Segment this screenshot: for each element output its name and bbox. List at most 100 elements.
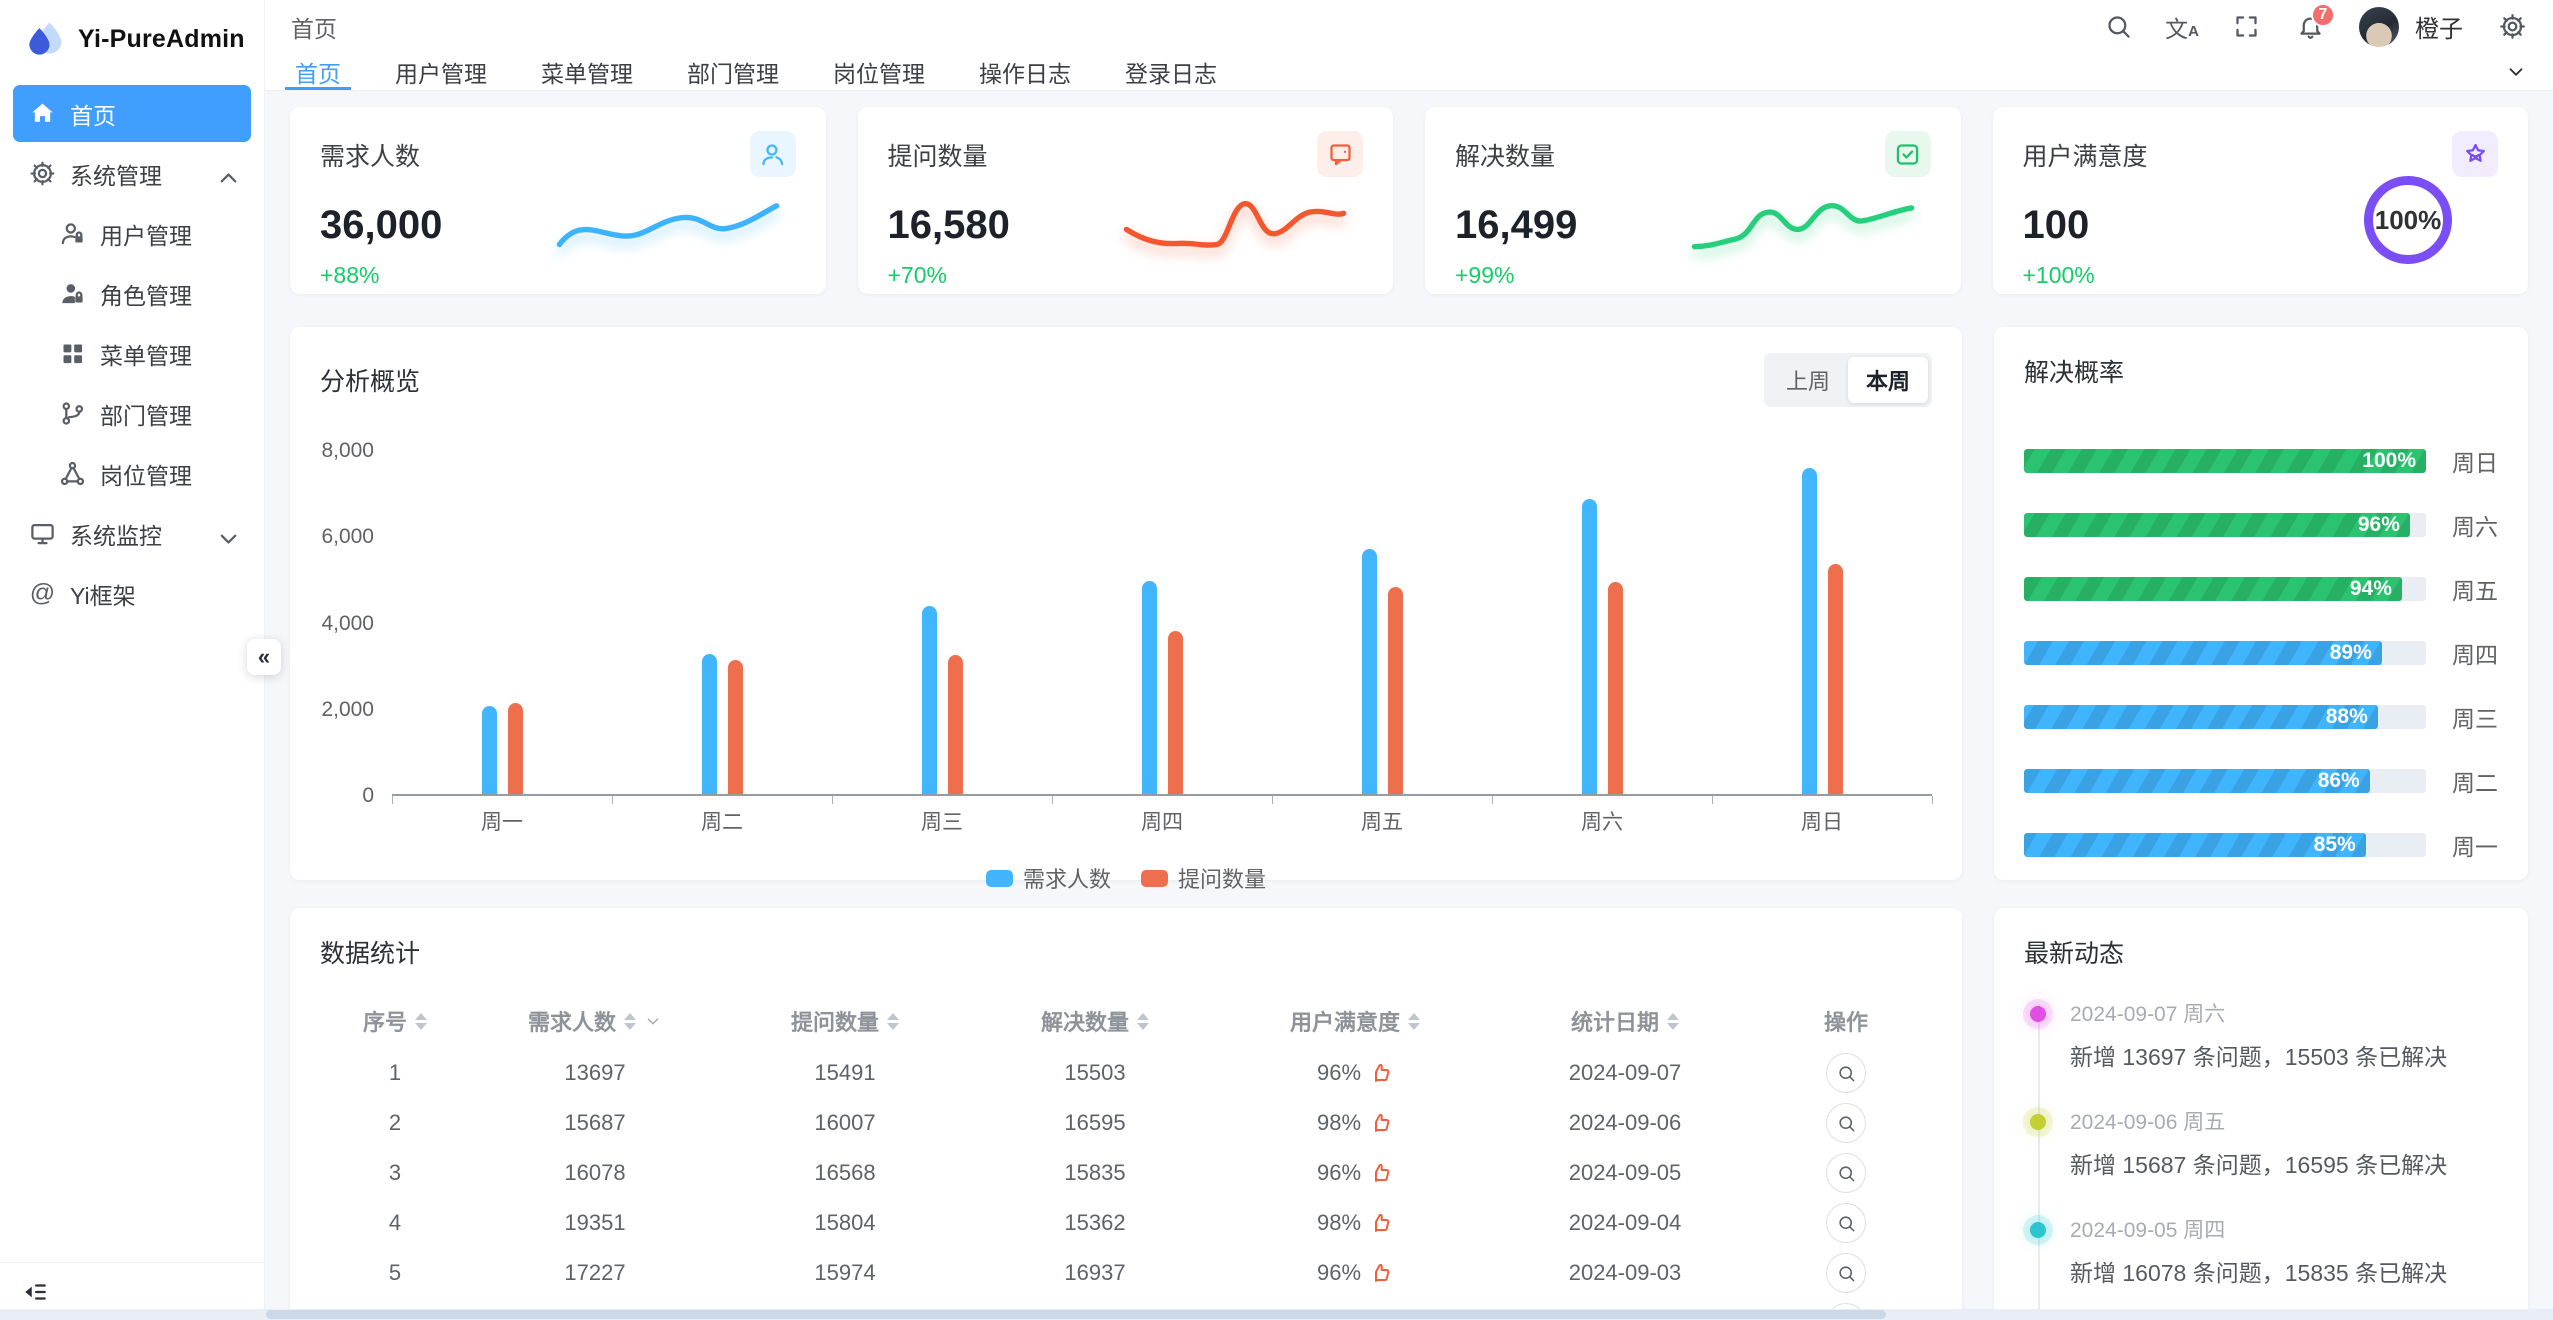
sidebar-subitem-1-4[interactable]: 岗位管理 [13,445,251,502]
stat-cards-row: 需求人数 36,000 +88% 提问数量 16,580 +70% 解决数量 16,499 +9… [290,107,2528,295]
sidebar-subitem-1-1[interactable]: 角色管理 [13,265,251,322]
progress-fill: 89% [2024,641,2382,666]
solve-rate-row-周一: 85% 周一 [2024,813,2498,877]
sort-caret-icon[interactable] [887,1012,899,1030]
search-icon[interactable] [2103,12,2133,42]
operation-cell [1760,1253,1932,1294]
bar-提问数量-周六 [1607,582,1623,795]
role-lock-icon [62,284,83,304]
chart-title: 分析概览 [320,368,421,397]
x-tick-label: 周六 [1581,811,1623,835]
share-nodes-icon [60,461,85,486]
table-cell: 2 [388,1110,402,1136]
chevron-up-icon [220,172,237,182]
table-cell: 17227 [564,1260,626,1286]
sort-caret-icon[interactable] [624,1012,636,1030]
legend-item-提问数量[interactable]: 提问数量 [1141,862,1266,894]
sidebar-collapse-fab[interactable]: « [247,639,281,675]
stat-card-head: 用户满意度 [2023,131,2498,178]
tabs-bar: 首页 用户管理 菜单管理 部门管理 岗位管理 操作日志 登录日志 [265,53,2553,92]
timeline-title: 最新动态 [2024,940,2125,969]
sidebar-item-2[interactable]: 系统监控 [13,505,251,562]
timeline-dot [2030,1114,2046,1131]
logo[interactable]: Yi-PureAdmin [0,0,264,78]
column-header-0[interactable]: 序号 [320,1005,470,1037]
stat-delta: +70% [887,262,947,289]
view-detail-button[interactable] [1826,1103,1866,1144]
progress-percent: 100% [2362,449,2416,473]
middle-row: 分析概览 上周 本周 8,000 6,000 4,000 2,000 0 周一 周二 周三周… [290,327,2528,892]
view-detail-button[interactable] [1826,1053,1866,1094]
stat-card-head: 需求人数 [320,131,796,178]
sidebar-item-0[interactable]: 首页 [13,85,251,142]
stat-card-title: 解决数量 [1455,143,1556,172]
progress-day-label: 周三 [2452,706,2498,733]
tab-6[interactable]: 登录日志 [1125,60,1217,87]
sort-caret-icon[interactable] [1408,1012,1420,1030]
sort-caret-icon[interactable] [415,1012,427,1030]
settings-gear-icon[interactable] [2497,12,2527,42]
view-detail-button[interactable] [1826,1203,1866,1244]
table-cell: 15491 [814,1060,876,1086]
sidebar-subitem-1-2[interactable]: 菜单管理 [13,325,251,382]
view-detail-button[interactable] [1826,1253,1866,1294]
y-tick-label: 6,000 [321,525,374,549]
column-header-2[interactable]: 提问数量 [720,1005,970,1037]
horizontal-scrollbar-thumb[interactable] [266,1310,1886,1319]
tab-5[interactable]: 操作日志 [979,60,1071,87]
avatar[interactable] [2359,6,2399,47]
tab-2[interactable]: 菜单管理 [541,60,633,87]
solve-rate-row-周三: 88% 周三 [2024,685,2498,749]
view-detail-button[interactable] [1826,1153,1866,1194]
tab-1[interactable]: 用户管理 [395,60,487,87]
stat-icon-box [2452,131,2498,178]
magnifier-icon [1838,1266,1854,1282]
operation-cell [1760,1153,1932,1194]
column-header-3[interactable]: 解决数量 [970,1005,1220,1037]
x-axis-tick [1492,796,1493,805]
legend-item-需求人数[interactable]: 需求人数 [985,862,1111,894]
chat-bubble-icon [1329,144,1351,165]
thumbs-up-icon [1375,1064,1390,1083]
sidebar-subitem-1-0[interactable]: 用户管理 [13,205,251,262]
table-row-4: 4 19351 15804 15362 98% 2024-09-04 [320,1198,1932,1248]
satisfaction-cell: 98% [1220,1210,1490,1236]
last-week-button[interactable]: 上周 [1785,369,1830,395]
tab-4[interactable]: 岗位管理 [833,60,925,87]
table-cell: 13697 [564,1060,626,1086]
column-label: 需求人数 [527,1010,616,1036]
tab-3[interactable]: 部门管理 [687,60,779,87]
column-header-4[interactable]: 用户满意度 [1220,1005,1490,1037]
notification-bell-icon[interactable]: 7 [2295,2,2335,42]
fullscreen-icon[interactable] [2231,12,2261,42]
sidebar-subitem-1-3[interactable]: 部门管理 [13,385,251,442]
chevron-down-icon[interactable] [644,1012,662,1030]
column-header-5[interactable]: 统计日期 [1490,1005,1760,1037]
table-cell: 15974 [814,1260,876,1286]
tabs-menu-chevron-icon[interactable] [2505,53,2527,90]
table-cell: 15687 [564,1110,626,1136]
chart-legend: 需求人数 提问数量 [320,862,1932,894]
progress-day-label: 周二 [2452,770,2498,797]
satisfaction-cell: 96% [1220,1160,1490,1186]
column-header-6: 操作 [1760,1005,1932,1037]
sidebar-item-label: 系统管理 [70,162,162,189]
tab-0[interactable]: 首页 [285,53,351,91]
user-name[interactable]: 橙子 [2415,16,2463,44]
sidebar-item-1[interactable]: 系统管理 [13,145,251,202]
column-header-1[interactable]: 需求人数 [470,1005,720,1037]
star-icon [2465,143,2485,162]
thumbs-up-icon [1375,1164,1390,1183]
this-week-button[interactable]: 本周 [1847,357,1928,404]
sort-caret-icon[interactable] [1137,1012,1149,1030]
statistics-table-card: 数据统计 序号 需求人数 提问数量 解决数量 用户满意度 统计日期 操作 1 13697 1549… [290,908,1962,1320]
sparkline-blue [556,203,779,248]
solve-rate-title: 解决概率 [2024,359,2125,388]
solve-rate-rows: 100% 周日 96% 周六 94% 周五 89% 周四 88% 周三 86% 周二 85% 周一 [2024,429,2498,877]
collapse-sidebar-icon[interactable] [22,1279,48,1305]
sidebar-item-3[interactable]: @ Yi框架 [13,565,251,622]
table-cell: 16595 [1064,1110,1126,1136]
sort-caret-icon[interactable] [1667,1012,1679,1030]
table-cell: 16007 [814,1110,876,1136]
